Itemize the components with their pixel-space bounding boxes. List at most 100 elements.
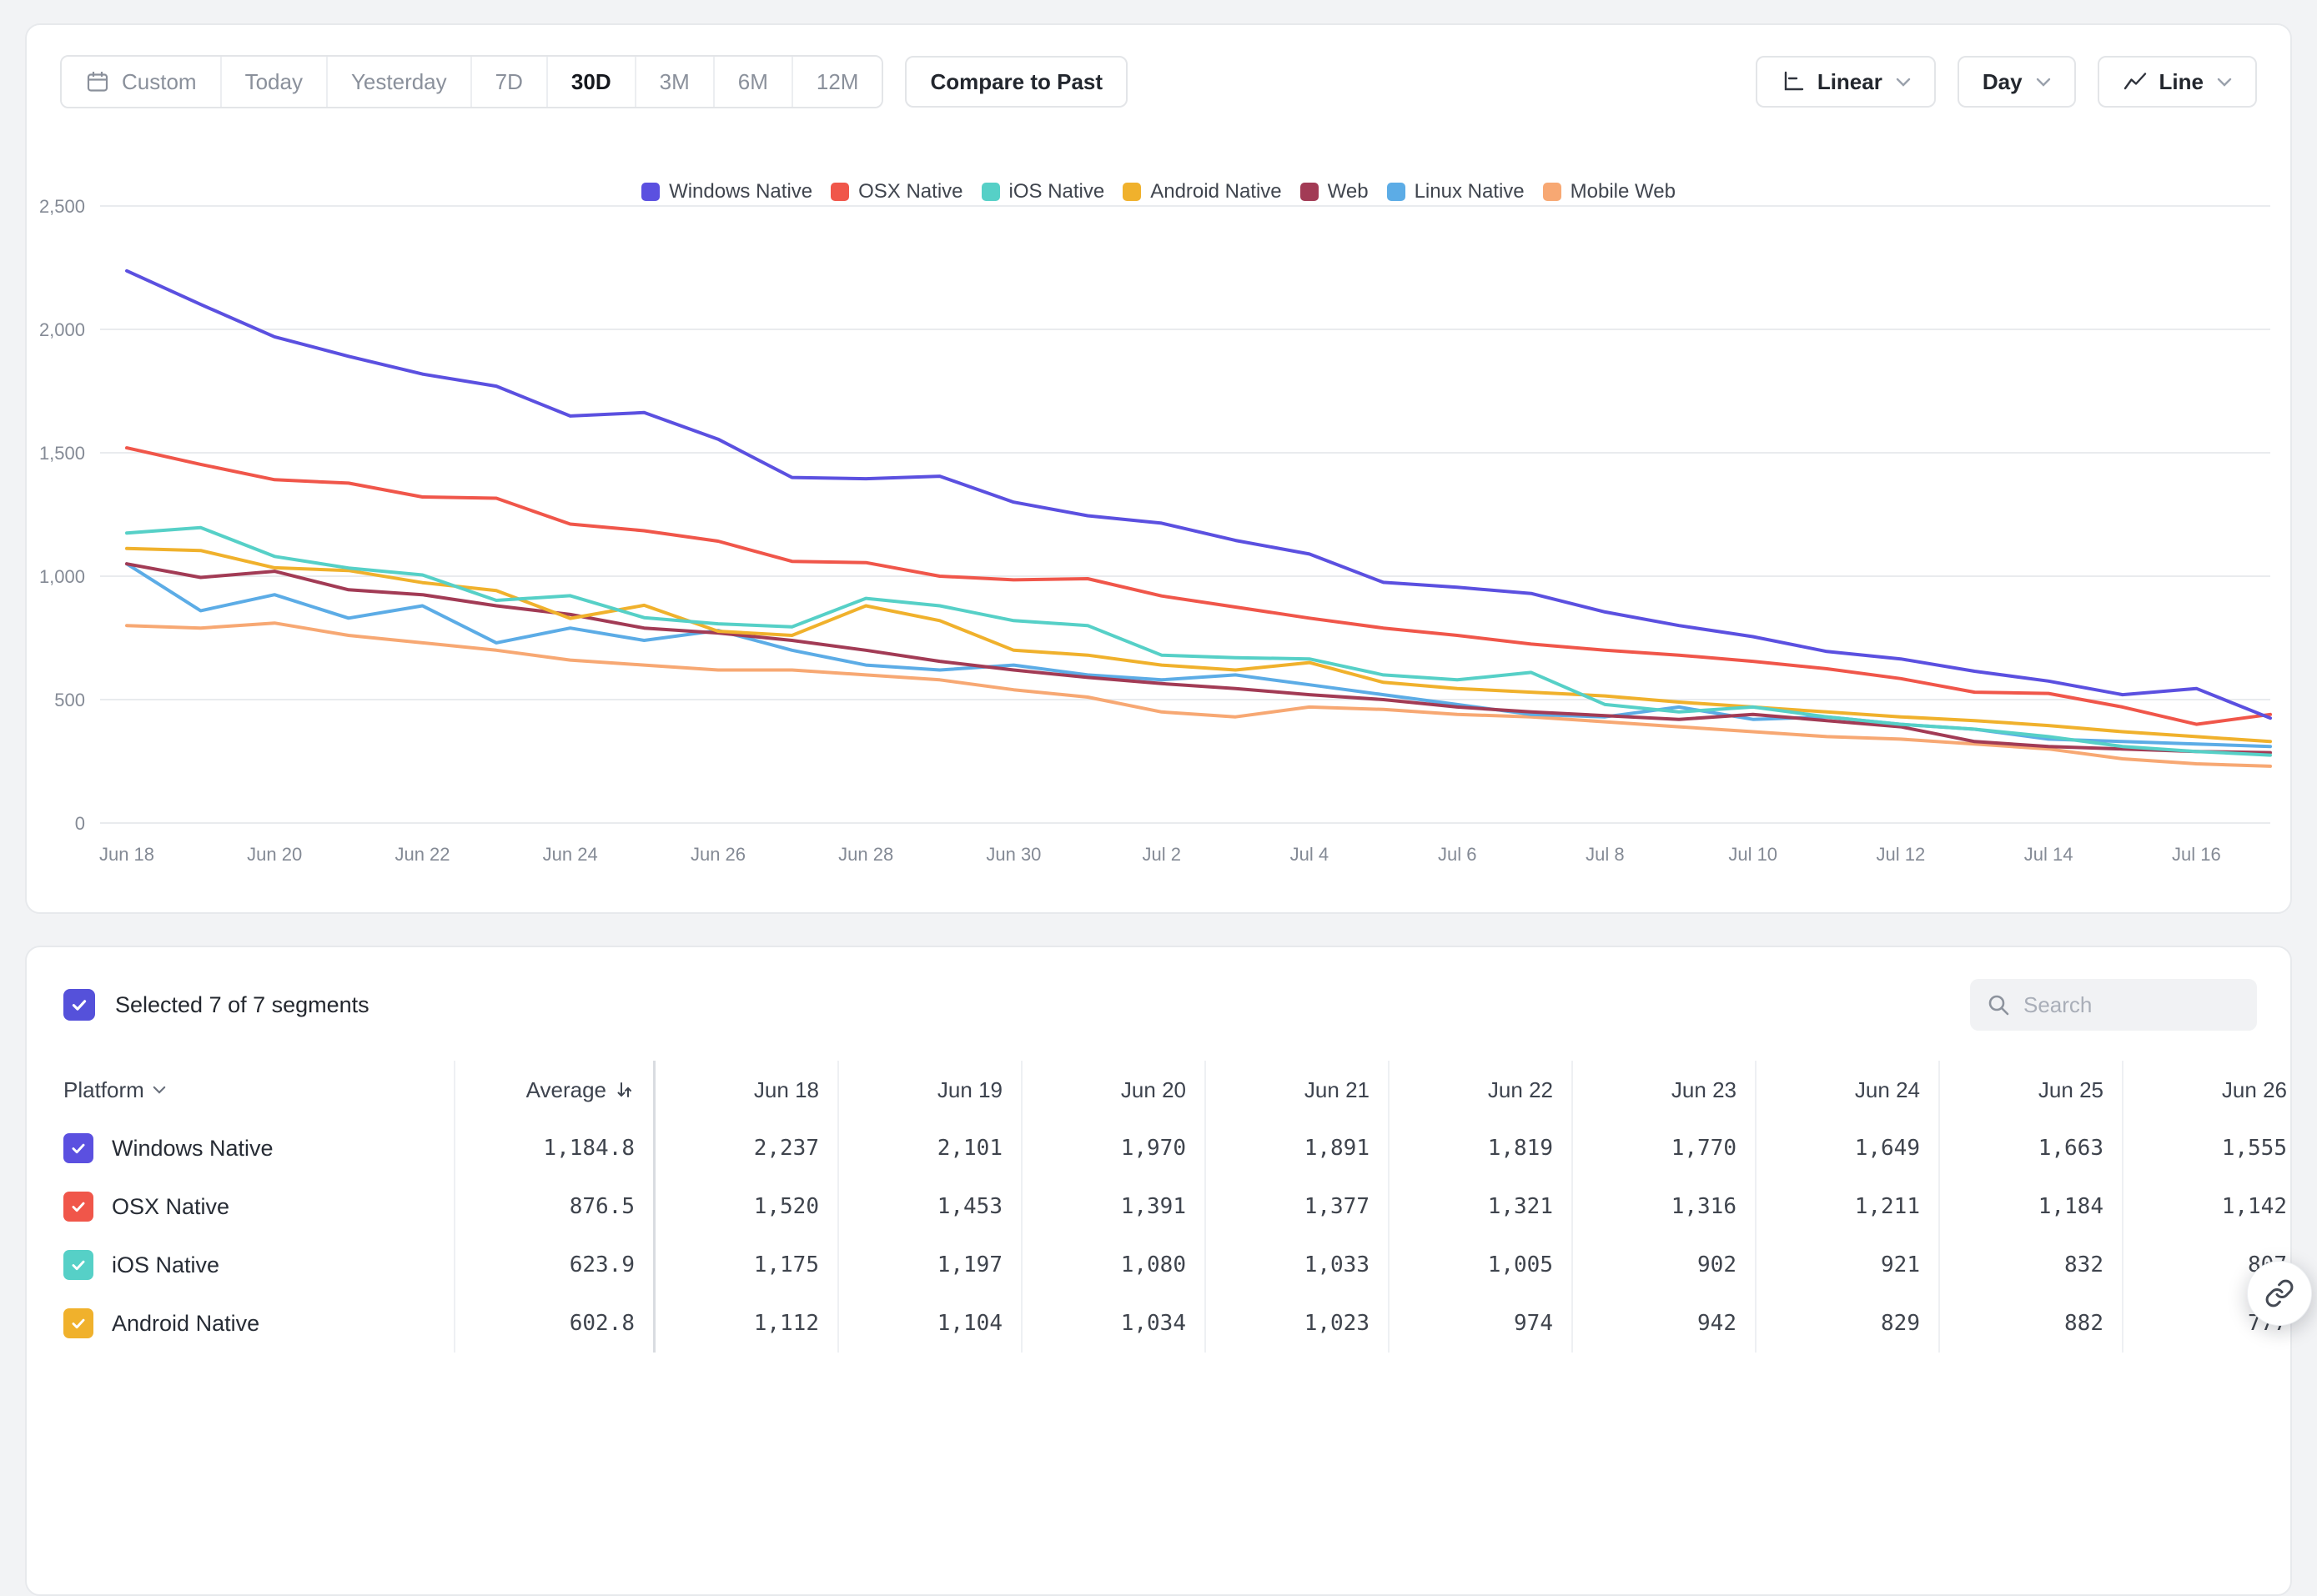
- search-box[interactable]: [1970, 979, 2257, 1031]
- row-checkbox[interactable]: [63, 1192, 93, 1222]
- platform-label: Windows Native: [112, 1135, 274, 1161]
- cell-value: 1,321: [1390, 1177, 1573, 1236]
- range-12m[interactable]: 12M: [791, 57, 882, 107]
- cell-average: 876.5: [455, 1177, 656, 1236]
- cell-value: 1,649: [1757, 1119, 1940, 1177]
- chevron-down-icon: [2036, 78, 2051, 87]
- chevron-down-icon: [153, 1086, 166, 1094]
- column-header-jun-20[interactable]: Jun 20: [1023, 1061, 1206, 1119]
- cell-value: 1,391: [1023, 1177, 1206, 1236]
- cell-value: 1,080: [1023, 1236, 1206, 1294]
- cell-value: 2,101: [839, 1119, 1023, 1177]
- column-header-jun-26[interactable]: Jun 26: [2123, 1061, 2290, 1119]
- row-checkbox[interactable]: [63, 1133, 93, 1163]
- cell-value: 1,142: [2123, 1177, 2290, 1236]
- x-tick-label: Jul 4: [1290, 844, 1329, 865]
- legend-label: Linux Native: [1414, 180, 1525, 203]
- row-checkbox[interactable]: [63, 1308, 93, 1338]
- row-platform-android-native[interactable]: Android Native: [63, 1294, 455, 1353]
- cell-value: 1,184: [1940, 1177, 2123, 1236]
- legend-item-osx-native[interactable]: OSX Native: [831, 180, 963, 203]
- x-tick-label: Jun 18: [99, 844, 154, 865]
- legend-label: OSX Native: [858, 180, 963, 203]
- range-6m[interactable]: 6M: [712, 57, 792, 107]
- legend-item-web[interactable]: Web: [1299, 180, 1369, 203]
- chart-legend: Windows Native OSX Native iOS Native Androi…: [27, 180, 2290, 203]
- axis-icon: [1781, 69, 1806, 94]
- series-line-osx-native[interactable]: [125, 446, 2272, 726]
- cell-value: 1,175: [656, 1236, 839, 1294]
- segments-card: Selected 7 of 7 segments Platform Average…: [25, 946, 2292, 1596]
- scale-dropdown[interactable]: Linear: [1755, 56, 1936, 108]
- series-line-ios-native[interactable]: [125, 525, 2272, 757]
- platform-label: Android Native: [112, 1310, 260, 1336]
- range-label: Yesterday: [350, 68, 447, 94]
- cell-value: 1,316: [1573, 1177, 1757, 1236]
- cell-value: 942: [1573, 1294, 1757, 1353]
- cell-value: 1,520: [656, 1177, 839, 1236]
- chart-type-dropdown[interactable]: Line: [2097, 56, 2257, 108]
- x-tick-label: Jul 2: [1142, 844, 1180, 865]
- cell-average: 1,184.8: [455, 1119, 656, 1177]
- range-custom[interactable]: Custom: [62, 57, 220, 107]
- line-chart-icon: [2123, 69, 2148, 94]
- platform-header-label: Platform: [63, 1077, 144, 1102]
- cell-value: 1,891: [1206, 1119, 1390, 1177]
- range-label: 7D: [495, 68, 523, 94]
- legend-item-android-native[interactable]: Android Native: [1123, 180, 1282, 203]
- range-3m[interactable]: 3M: [634, 57, 713, 107]
- legend-item-linux-native[interactable]: Linux Native: [1386, 180, 1525, 203]
- legend-label: iOS Native: [1008, 180, 1105, 203]
- legend-label: Android Native: [1150, 180, 1282, 203]
- cell-value: 902: [1573, 1236, 1757, 1294]
- cell-value: 1,033: [1206, 1236, 1390, 1294]
- legend-item-ios-native[interactable]: iOS Native: [981, 180, 1105, 203]
- cell-value: 1,023: [1206, 1294, 1390, 1353]
- x-tick-label: Jul 12: [1877, 844, 1926, 865]
- cell-value: 1,453: [839, 1177, 1023, 1236]
- legend-swatch: [1123, 183, 1142, 201]
- select-all-checkbox[interactable]: [63, 989, 95, 1021]
- cell-value: 1,663: [1940, 1119, 2123, 1177]
- legend-swatch: [1386, 183, 1405, 201]
- column-header-jun-19[interactable]: Jun 19: [839, 1061, 1023, 1119]
- column-header-average[interactable]: Average: [455, 1061, 656, 1119]
- series-line-windows-native[interactable]: [125, 269, 2272, 720]
- column-header-jun-24[interactable]: Jun 24: [1757, 1061, 1940, 1119]
- y-tick-label: 0: [75, 813, 85, 834]
- y-tick-label: 1,000: [39, 566, 85, 587]
- x-tick-label: Jun 30: [986, 844, 1041, 865]
- column-header-jun-22[interactable]: Jun 22: [1390, 1061, 1573, 1119]
- cell-value: 1,819: [1390, 1119, 1573, 1177]
- row-checkbox[interactable]: [63, 1250, 93, 1280]
- x-tick-label: Jul 16: [2172, 844, 2221, 865]
- range-30d[interactable]: 30D: [545, 57, 635, 107]
- legend-item-mobile-web[interactable]: Mobile Web: [1542, 180, 1676, 203]
- range-7d[interactable]: 7D: [470, 57, 546, 107]
- series-line-mobile-web[interactable]: [125, 621, 2272, 768]
- share-link-button[interactable]: [2247, 1261, 2312, 1326]
- cell-value: 1,197: [839, 1236, 1023, 1294]
- range-today[interactable]: Today: [219, 57, 326, 107]
- x-tick-label: Jul 6: [1438, 844, 1476, 865]
- y-tick-label: 1,500: [39, 443, 85, 464]
- range-yesterday[interactable]: Yesterday: [325, 57, 470, 107]
- column-header-jun-23[interactable]: Jun 23: [1573, 1061, 1757, 1119]
- series-line-android-native[interactable]: [125, 546, 2272, 744]
- row-platform-osx-native[interactable]: OSX Native: [63, 1177, 455, 1236]
- row-platform-ios-native[interactable]: iOS Native: [63, 1236, 455, 1294]
- compare-to-past-button[interactable]: Compare to Past: [905, 56, 1128, 108]
- link-icon: [2264, 1278, 2294, 1308]
- legend-label: Mobile Web: [1570, 180, 1676, 203]
- legend-item-windows-native[interactable]: Windows Native: [641, 180, 812, 203]
- series-line-web[interactable]: [125, 562, 2272, 755]
- search-input[interactable]: [2023, 991, 2240, 1018]
- column-header-platform[interactable]: Platform: [63, 1061, 455, 1119]
- column-header-jun-25[interactable]: Jun 25: [1940, 1061, 2123, 1119]
- column-header-jun-21[interactable]: Jun 21: [1206, 1061, 1390, 1119]
- cell-value: 921: [1757, 1236, 1940, 1294]
- row-platform-windows-native[interactable]: Windows Native: [63, 1119, 455, 1177]
- column-header-jun-18[interactable]: Jun 18: [656, 1061, 839, 1119]
- interval-dropdown[interactable]: Day: [1957, 56, 2076, 108]
- toolbar-right: Linear Day Line: [1755, 56, 2257, 108]
